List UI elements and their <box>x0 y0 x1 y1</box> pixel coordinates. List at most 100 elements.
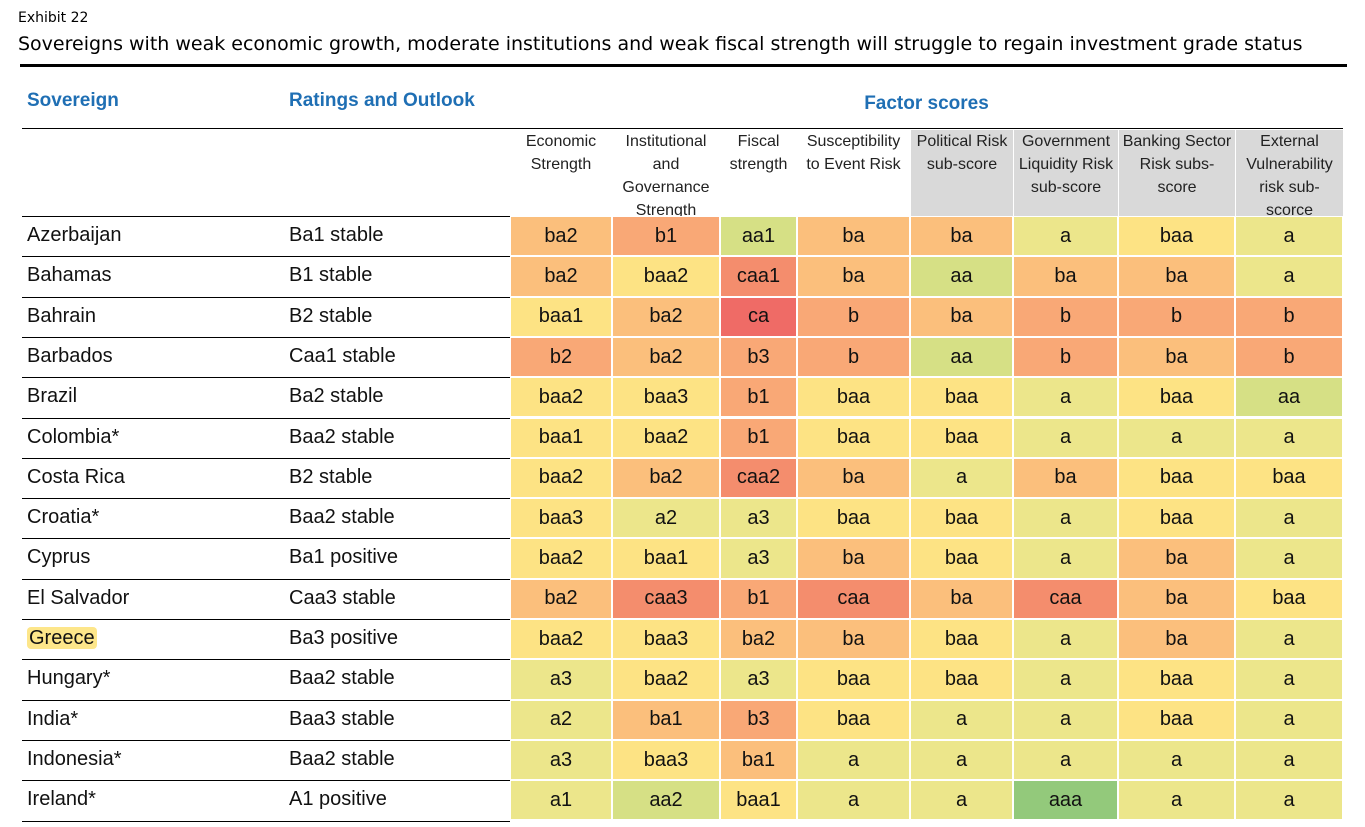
col-header: Ratings and Outlook <box>289 90 475 111</box>
score-cell: a <box>910 457 1013 499</box>
score-cell: ba2 <box>720 619 797 660</box>
row-rule <box>22 820 510 822</box>
score-cell: aa1 <box>720 216 797 257</box>
score-cell: aaa <box>1013 780 1118 821</box>
score-cell: baa <box>910 498 1013 539</box>
score-cell: a3 <box>720 659 797 700</box>
score-cell: ba1 <box>612 699 720 740</box>
factor-header: Government Liquidity Risk sub-score <box>1013 130 1118 216</box>
sovereign: Hungary* <box>27 667 110 690</box>
row-rule <box>22 578 510 580</box>
factor-header: Fiscal strength <box>729 133 788 173</box>
score-cell: baa1 <box>510 417 612 458</box>
col-header: Factor scores <box>864 93 989 114</box>
score-cell: ca <box>720 296 797 337</box>
score-cell: a <box>1013 498 1118 539</box>
sovereign-name: Indonesia* <box>27 747 122 770</box>
rating: Baa2 stable <box>289 425 395 448</box>
sovereign-name: Costa Rica <box>27 465 125 488</box>
score-cell: baa <box>1118 377 1235 418</box>
score-cell: a <box>1013 216 1118 257</box>
score-cell: aa2 <box>612 780 720 821</box>
score-cell: baa1 <box>720 780 797 821</box>
score-cell: a <box>1235 498 1343 539</box>
score-cell: ba2 <box>510 216 612 257</box>
score-cell: caa1 <box>720 256 797 297</box>
score-cell: b3 <box>720 336 797 378</box>
sovereign: Bahrain <box>27 305 96 328</box>
score-cell: baa <box>1118 457 1235 499</box>
row-rule <box>22 417 510 419</box>
score-cell: a <box>1013 417 1118 458</box>
factor-header: Susceptibility to Event Risk <box>806 133 901 173</box>
score-cell: a <box>1118 417 1235 458</box>
score-cell: caa <box>1013 578 1118 619</box>
score-cell: a <box>910 780 1013 821</box>
row-rule <box>22 739 510 741</box>
factor-header: External Vulnerability risk sub-scorce <box>1235 130 1343 216</box>
score-cell: caa <box>797 578 910 619</box>
score-cell: baa2 <box>510 457 612 499</box>
sovereign-name: Cyprus <box>27 546 91 569</box>
rating: Baa2 stable <box>289 506 395 529</box>
row-rule <box>22 498 510 500</box>
sovereign: Indonesia* <box>27 748 122 771</box>
score-cell: b1 <box>720 417 797 458</box>
score-cell: a <box>1013 699 1118 740</box>
score-cell: baa <box>910 377 1013 418</box>
sovereign: Azerbaijan <box>27 224 122 247</box>
sovereign-name: Ireland* <box>27 788 96 811</box>
rating: Caa1 stable <box>289 344 396 367</box>
score-cell: ba <box>797 538 910 579</box>
score-cell: ba2 <box>612 296 720 337</box>
score-cell: baa2 <box>510 619 612 660</box>
score-cell: baa <box>797 699 910 740</box>
score-cell: ba <box>910 296 1013 337</box>
rating: B2 stable <box>289 304 373 327</box>
score-cell: a <box>1235 659 1343 700</box>
score-cell: a <box>1235 256 1343 297</box>
score-cell: ba <box>1013 457 1118 499</box>
title: Sovereigns with weak economic growth, mo… <box>18 33 1303 55</box>
score-cell: ba <box>1118 619 1235 660</box>
score-cell: baa3 <box>510 498 612 539</box>
score-cell: a2 <box>510 699 612 740</box>
row-rule <box>22 377 510 379</box>
rating: A1 positive <box>289 788 387 811</box>
rating: Ba3 positive <box>289 627 398 649</box>
row-rule <box>22 780 510 782</box>
rating: Baa2 stable <box>289 747 395 770</box>
sovereign-name: Barbados <box>27 344 113 367</box>
score-cell: a <box>910 739 1013 781</box>
score-cell: b3 <box>720 699 797 740</box>
sovereign-name: Croatia* <box>27 506 100 529</box>
score-cell: a <box>1235 699 1343 740</box>
score-cell: aa <box>1235 377 1343 418</box>
sovereign: Cyprus <box>27 546 90 569</box>
row-rule <box>22 538 510 540</box>
factor-header: Institutional and Governance Strength <box>622 133 710 216</box>
score-cell: baa <box>910 659 1013 700</box>
score-cell: ba <box>797 216 910 257</box>
score-cell: a <box>1013 619 1118 660</box>
score-cell: baa <box>910 417 1013 458</box>
score-cell: b1 <box>720 578 797 619</box>
score-cell: a <box>1013 538 1118 579</box>
score-cell: baa3 <box>612 619 720 660</box>
score-cell: baa <box>1118 699 1235 740</box>
header-rule <box>22 128 1343 129</box>
score-cell: b1 <box>720 377 797 418</box>
score-cell: a3 <box>720 498 797 539</box>
row-rule <box>22 699 510 701</box>
row-rule <box>22 457 510 459</box>
factor-header: Economic Strength <box>525 133 597 173</box>
score-cell: b2 <box>510 336 612 378</box>
sovereign: Ireland* <box>27 788 96 811</box>
rating: B2 stable <box>289 465 373 488</box>
score-cell: a <box>1013 659 1118 700</box>
score-cell: ba2 <box>612 457 720 499</box>
score-cell: ba2 <box>510 256 612 297</box>
score-cell: ba <box>1118 538 1235 579</box>
score-cell: a3 <box>720 538 797 579</box>
rating: Baa2 stable <box>289 667 395 690</box>
